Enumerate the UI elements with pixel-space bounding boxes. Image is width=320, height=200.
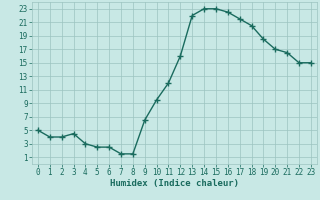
X-axis label: Humidex (Indice chaleur): Humidex (Indice chaleur) [110, 179, 239, 188]
